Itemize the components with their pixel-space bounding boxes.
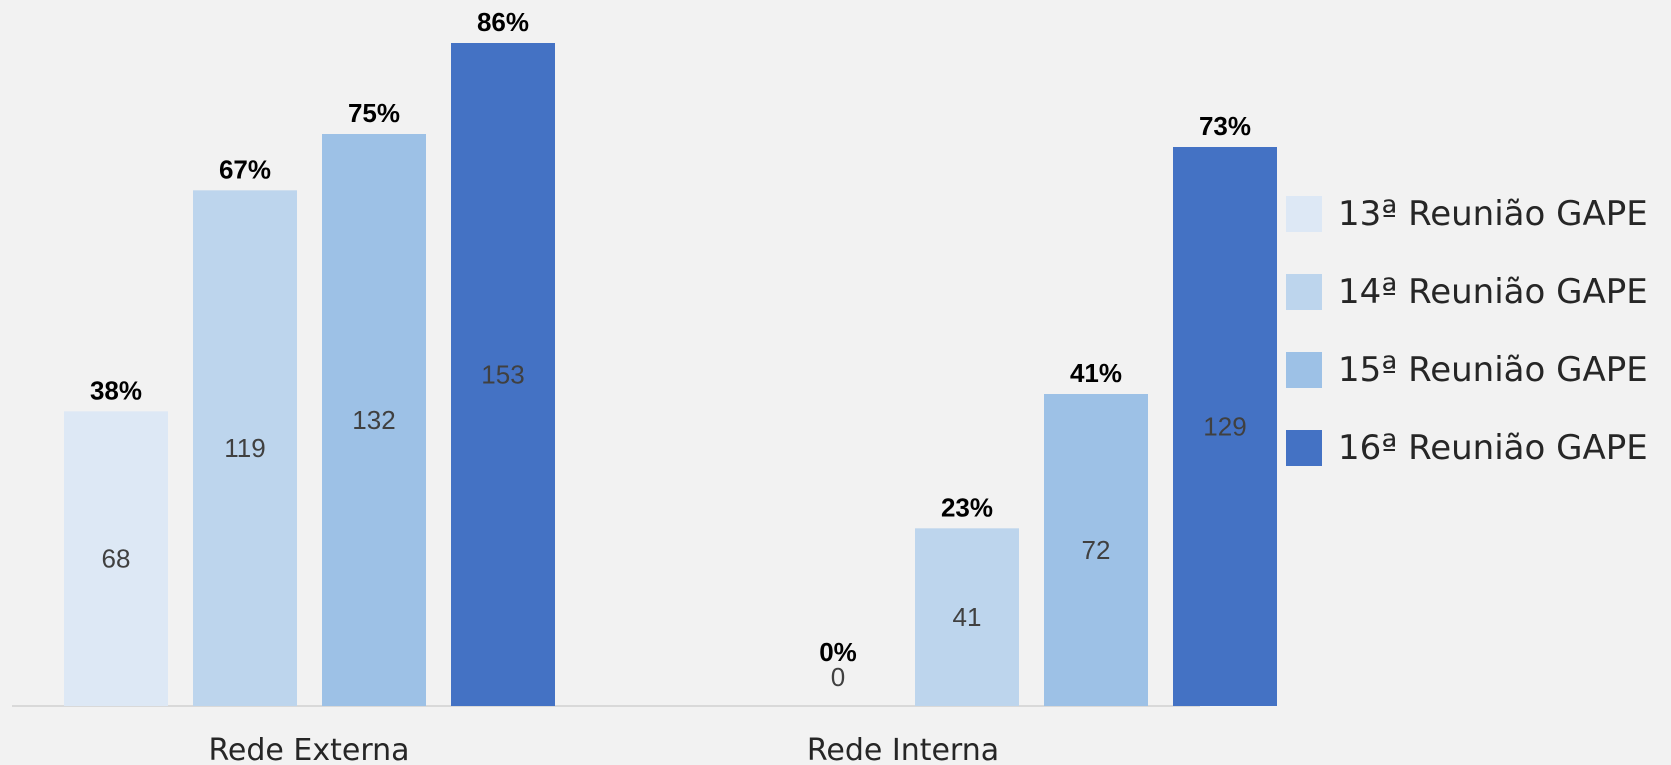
bar <box>451 43 555 706</box>
bar <box>322 134 426 706</box>
percent-label: 23% <box>941 492 993 522</box>
data-label: 0 <box>831 662 845 692</box>
data-label: 129 <box>1203 412 1246 442</box>
legend-swatch <box>1286 430 1322 466</box>
percent-label: 67% <box>219 154 271 184</box>
bar <box>915 528 1019 706</box>
legend-label: 16ª Reunião GAPE <box>1338 428 1648 468</box>
percent-label: 38% <box>90 375 142 405</box>
data-label: 41 <box>953 602 982 632</box>
percent-label: 75% <box>348 98 400 128</box>
legend-item: 13ª Reunião GAPE <box>1286 194 1648 234</box>
data-label: 119 <box>224 433 265 463</box>
category-label: Rede Interna <box>807 733 999 765</box>
legend-label: 13ª Reunião GAPE <box>1338 194 1648 234</box>
chart-legend: 13ª Reunião GAPE 14ª Reunião GAPE 15ª Reun… <box>1286 194 1648 508</box>
legend-label: 15ª Reunião GAPE <box>1338 350 1648 390</box>
percent-label: 73% <box>1199 111 1251 141</box>
category-label: Rede Externa <box>208 733 409 765</box>
percent-label: 41% <box>1070 358 1122 388</box>
bar <box>1044 394 1148 706</box>
legend-label: 14ª Reunião GAPE <box>1338 272 1648 312</box>
data-label: 132 <box>352 405 395 435</box>
percent-label: 0% <box>819 637 857 667</box>
bar <box>193 190 297 707</box>
data-label: 72 <box>1082 535 1111 565</box>
data-label: 153 <box>481 360 524 390</box>
data-label: 68 <box>102 544 131 574</box>
legend-item: 15ª Reunião GAPE <box>1286 350 1648 390</box>
bar <box>1173 147 1277 706</box>
bar <box>64 411 168 706</box>
legend-swatch <box>1286 352 1322 388</box>
legend-swatch <box>1286 196 1322 232</box>
legend-item: 14ª Reunião GAPE <box>1286 272 1648 312</box>
legend-swatch <box>1286 274 1322 310</box>
percent-label: 86% <box>477 7 529 37</box>
legend-item: 16ª Reunião GAPE <box>1286 428 1648 468</box>
